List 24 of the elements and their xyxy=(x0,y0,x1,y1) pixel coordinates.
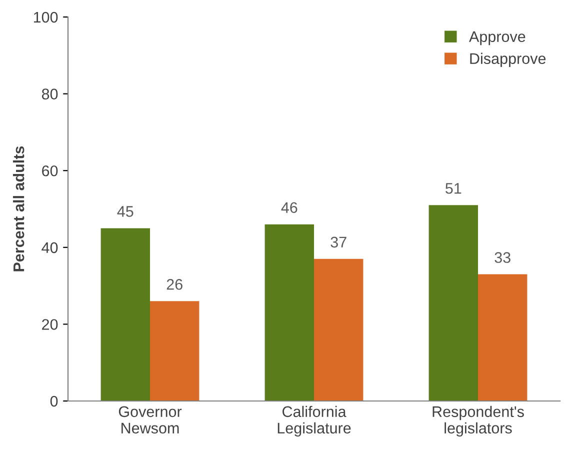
data-label: 45 xyxy=(117,206,134,217)
data-label: 33 xyxy=(494,252,510,263)
y-tick-label: 40 xyxy=(42,242,58,254)
data-label: 26 xyxy=(166,278,182,290)
y-tick-label: 100 xyxy=(34,12,58,23)
y-tick-label: 80 xyxy=(42,88,58,100)
data-label: 51 xyxy=(446,183,462,194)
data-label: 46 xyxy=(281,202,298,214)
legend-label: Disapprove xyxy=(470,52,546,68)
x-tick-label: California Legislature xyxy=(278,406,351,437)
bar xyxy=(150,301,200,401)
y-tick-label: 60 xyxy=(42,165,58,176)
bar xyxy=(428,205,478,401)
bar xyxy=(314,258,364,401)
y-tick-label: 0 xyxy=(50,396,58,407)
bar xyxy=(264,224,314,401)
x-tick-label: Governor Newsom xyxy=(118,406,182,434)
x-tick-label: Respondent's legislators xyxy=(432,406,524,437)
bar xyxy=(100,228,150,401)
bar xyxy=(478,274,528,401)
data-label: 37 xyxy=(330,236,346,248)
legend-label: Approve xyxy=(469,31,526,46)
y-tick-label: 20 xyxy=(42,319,58,330)
y-axis-title: Percent all adults xyxy=(12,146,24,272)
